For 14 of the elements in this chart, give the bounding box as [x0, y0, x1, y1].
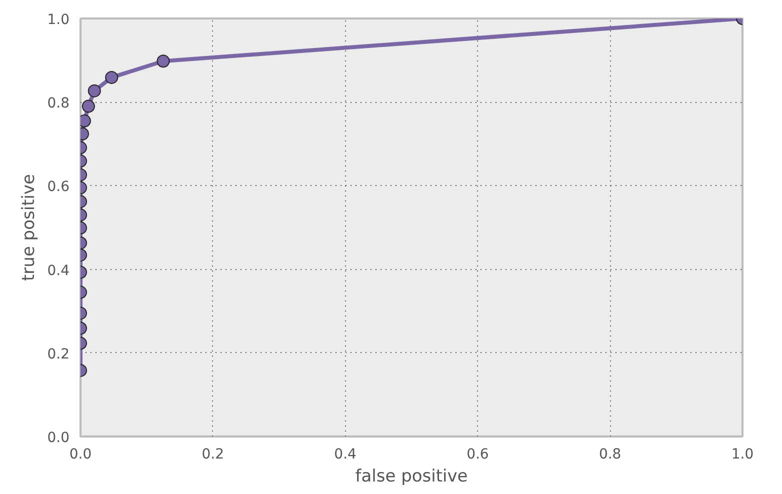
y-tick-label: 0.6	[47, 179, 70, 196]
y-tick-label: 0.4	[47, 262, 70, 279]
y-tick-label: 1.0	[47, 12, 70, 28]
x-tick-label: 0.2	[202, 446, 224, 462]
x-tick-label: 0.4	[334, 446, 357, 462]
y-tick-label: 0.8	[47, 96, 70, 112]
x-tick-label: 0.0	[69, 446, 92, 462]
y-tick-label: 0.2	[47, 346, 70, 362]
x-tick-label: 0.6	[466, 446, 489, 462]
y-tick-label: 0.0	[47, 430, 70, 446]
x-axis-title: false positive	[355, 466, 468, 486]
x-tick-label: 0.8	[598, 446, 622, 462]
y-axis-title: true positive	[19, 174, 40, 281]
x-tick-label: 1.0	[731, 446, 754, 462]
